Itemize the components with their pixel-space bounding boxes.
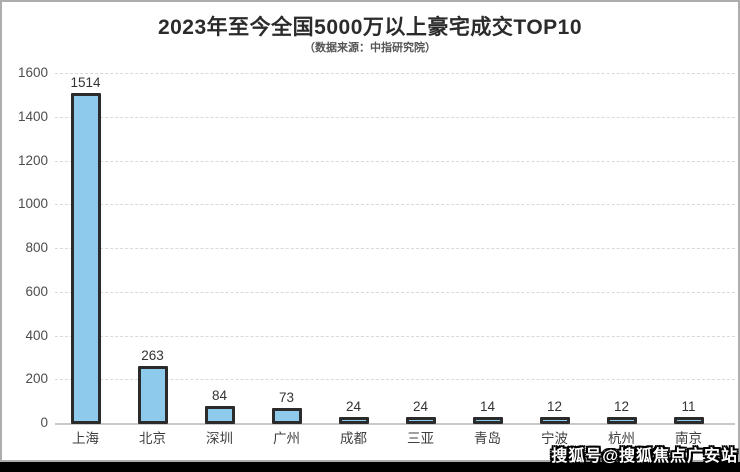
- bar: [271, 408, 302, 424]
- watermark: 搜狐号@搜狐焦点广安站: [551, 448, 738, 465]
- x-axis-label: 成都: [340, 431, 367, 446]
- gridline: [55, 335, 735, 337]
- bar-value-label: 14: [479, 399, 496, 414]
- chart-card: 2023年至今全国5000万以上豪宅成交TOP10 （数据来源：中指研究院） 0…: [0, 0, 740, 462]
- x-axis-label: 深圳: [206, 431, 233, 446]
- bar: [539, 417, 570, 424]
- x-axis-label: 青岛: [474, 431, 501, 446]
- x-axis-label: 南京: [675, 431, 702, 446]
- x-axis-label: 上海: [72, 431, 99, 446]
- gridline: [55, 73, 735, 74]
- bar: [204, 406, 235, 424]
- y-axis-label: 600: [25, 283, 48, 299]
- gridline: [55, 379, 735, 381]
- gridline: [55, 204, 735, 206]
- y-axis-label: 400: [25, 327, 48, 343]
- bar: [70, 93, 101, 424]
- bar-value-label: 12: [546, 399, 563, 414]
- x-axis-label: 北京: [139, 431, 166, 446]
- gridline: [55, 291, 735, 293]
- plot-area: 0 200 400 600 800 1000 1200 1400 1600 1514 上海 263 北京…: [2, 2, 738, 460]
- bar-value-label: 263: [141, 348, 164, 363]
- chart-subtitle: （数据来源：中指研究院）: [304, 42, 436, 54]
- bar: [472, 417, 503, 424]
- bar: [338, 417, 369, 424]
- bar: [137, 366, 168, 424]
- x-axis-label: 广州: [273, 431, 300, 446]
- bottom-strip: [0, 462, 740, 472]
- bar: [606, 417, 637, 424]
- y-axis-label: 200: [25, 371, 48, 387]
- y-axis-label: 1400: [17, 108, 48, 124]
- y-axis-label: 800: [25, 240, 48, 255]
- y-axis-label: 1000: [17, 196, 48, 212]
- y-axis-label: 1600: [17, 65, 48, 80]
- gridline: [55, 248, 735, 249]
- bar-value-label: 24: [345, 399, 362, 414]
- bar: [673, 417, 704, 424]
- bar-value-label: 11: [681, 399, 696, 414]
- y-axis-label: 1200: [17, 152, 48, 168]
- x-axis-line: [55, 423, 735, 425]
- x-axis-label: 三亚: [407, 431, 434, 446]
- gridline: [55, 116, 735, 118]
- bar-value-label: 73: [278, 390, 295, 405]
- bar-value-label: 12: [613, 399, 630, 414]
- gridline: [55, 160, 735, 162]
- chart-title: 2023年至今全国5000万以上豪宅成交TOP10: [157, 16, 583, 39]
- bar: [405, 417, 436, 424]
- bar-value-label: 1514: [70, 75, 101, 90]
- x-axis-label: 宁波: [541, 431, 568, 446]
- bar-value-label: 24: [412, 399, 429, 414]
- y-axis-label: 0: [40, 415, 48, 430]
- bar-value-label: 84: [211, 388, 228, 403]
- x-axis-label: 杭州: [608, 431, 635, 446]
